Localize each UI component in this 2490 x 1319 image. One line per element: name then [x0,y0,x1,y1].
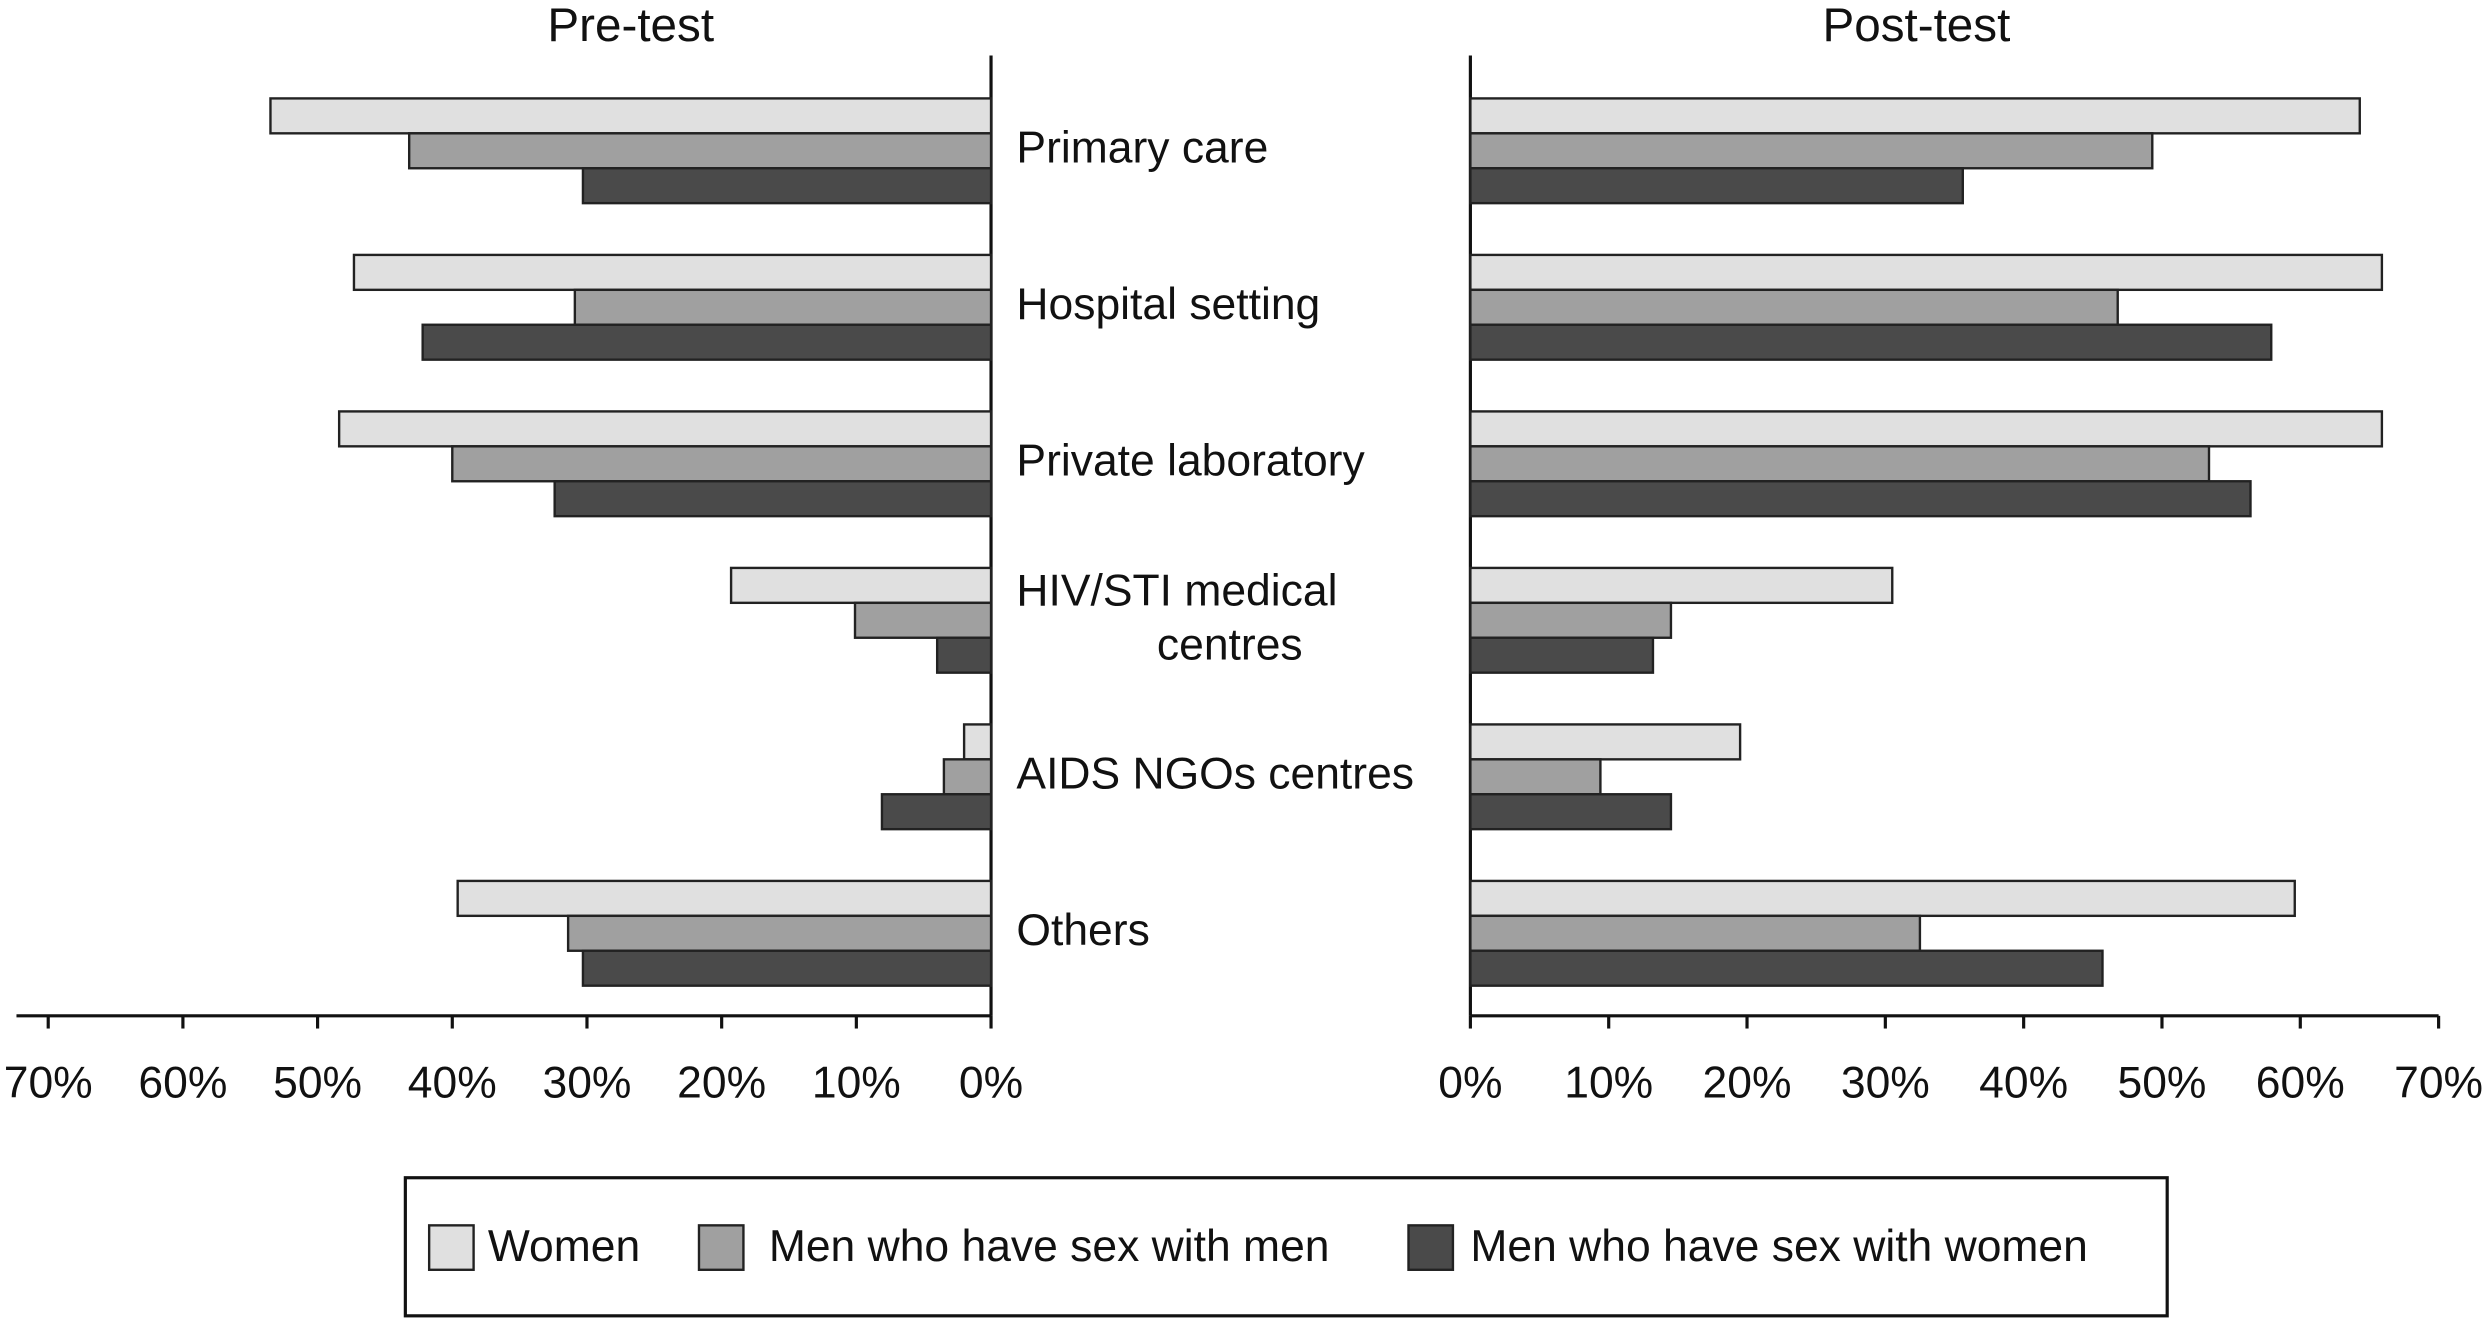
bar [1469,566,1894,605]
bar [352,253,993,292]
legend-swatch [1407,1224,1455,1271]
bar [1469,97,2361,135]
x-tick-label: 0% [1438,1058,1502,1107]
category-label: Hospital setting [1016,280,1320,329]
bar [1469,723,1742,761]
x-tick-label: 20% [677,1058,766,1107]
bar [1469,636,1655,674]
category-label: HIV/STI medical centres [1016,566,1337,669]
bar [1469,601,1673,639]
bar [269,97,993,135]
bar [337,410,993,448]
x-tick-label: 40% [1979,1058,2068,1107]
bar [1469,410,2384,448]
bar [1469,167,1964,205]
bar [1469,323,2273,361]
legend-label: Men who have sex with men [769,1222,1330,1271]
legend-label: Men who have sex with women [1470,1222,2087,1271]
category-label: Others [1016,906,1149,955]
x-tick-label: 20% [1703,1058,1792,1107]
x-tick-label: 0% [959,1058,1023,1107]
bar [451,445,993,483]
x-tick-label: 40% [408,1058,497,1107]
x-tick-label: 10% [1564,1058,1653,1107]
bar [1469,132,2154,170]
bar [962,723,993,761]
bar [1469,480,2252,518]
x-tick-label: 30% [1841,1058,1930,1107]
bar [1469,879,2296,918]
legend-box [403,1176,2169,1318]
panel-title: Pre-test [547,0,714,52]
x-tick-label: 70% [2394,1058,2483,1107]
bar [880,793,993,831]
bar [1469,793,1673,831]
bar [581,167,993,205]
x-tick-label: 50% [273,1058,362,1107]
legend-swatch [427,1224,475,1271]
x-tick-label: 60% [138,1058,227,1107]
x-tick-label: 70% [4,1058,93,1107]
x-tick-label: 10% [812,1058,901,1107]
x-tick-label: 50% [2117,1058,2206,1107]
bar [581,949,993,987]
bar [566,914,993,952]
bar [1469,914,1922,952]
x-tick-label: 60% [2256,1058,2345,1107]
bar [1469,253,2384,292]
category-label: Private laboratory [1016,437,1365,486]
panel-title: Post-test [1822,0,2010,52]
x-tick-label: 30% [542,1058,631,1107]
bar [942,758,993,796]
bar [1469,758,1602,796]
bar [553,480,993,518]
category-label: AIDS NGOs centres [1016,750,1414,799]
legend-label: Women [488,1222,640,1271]
bar [456,879,993,918]
bar [1469,445,2211,483]
legend-swatch [697,1224,745,1271]
bar [1469,288,2119,326]
bar [407,132,993,170]
category-label: Primary care [1016,124,1268,173]
bar [935,636,993,674]
bar [1469,949,2104,987]
bar [573,288,993,326]
bar [853,601,993,639]
bar [421,323,993,361]
bar [729,566,993,605]
